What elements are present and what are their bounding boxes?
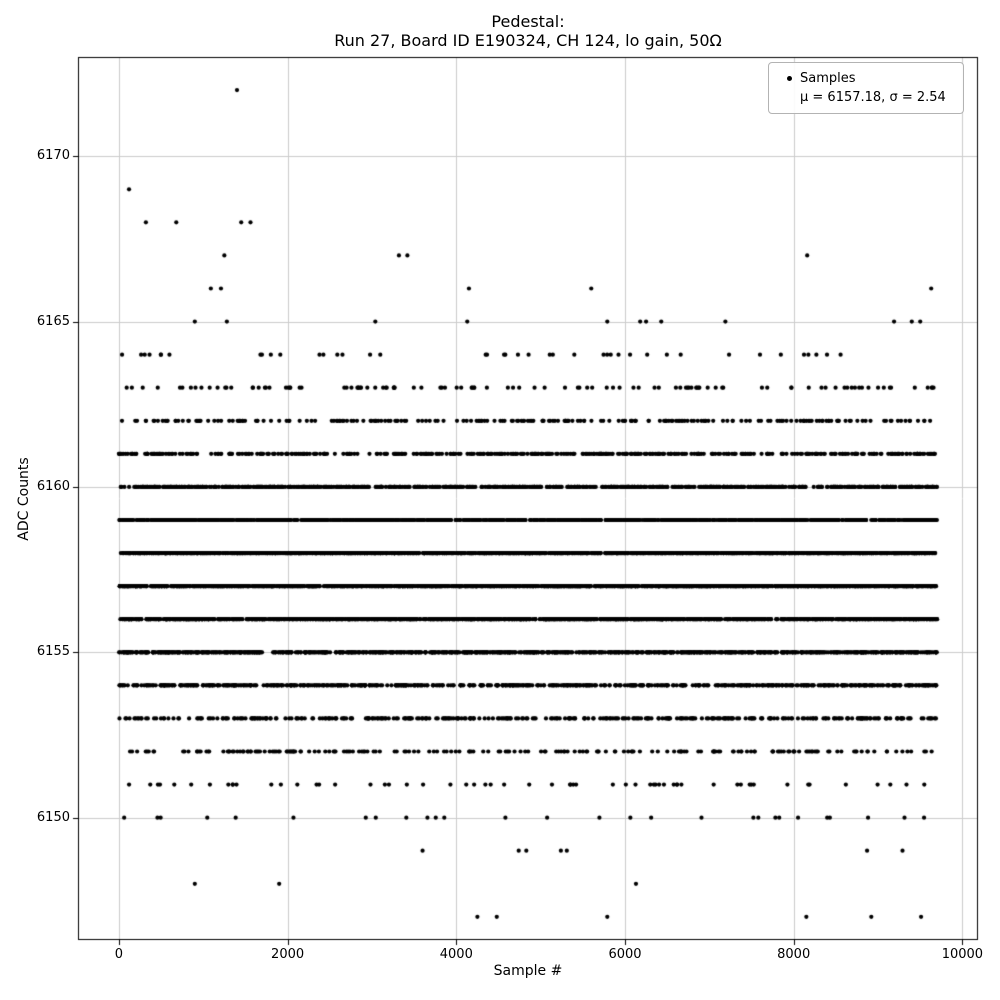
x-tick-label: 8000 (777, 947, 811, 962)
chart-title: Pedestal: Run 27, Board ID E190324, CH 1… (78, 12, 978, 50)
y-axis-label: ADC Counts (16, 457, 32, 541)
x-tick-label: 0 (114, 947, 124, 962)
y-tick-label: 6165 (36, 313, 70, 329)
y-tick-label: 6150 (36, 809, 70, 825)
chart-title-line2: Run 27, Board ID E190324, CH 124, lo gai… (334, 31, 722, 50)
y-tick-label: 6160 (36, 478, 70, 494)
x-tick-label: 4000 (439, 947, 473, 962)
x-tick-label: 6000 (608, 947, 642, 962)
legend-row-samples: Samples (779, 69, 953, 88)
legend-row-stats: μ = 6157.18, σ = 2.54 (779, 88, 953, 107)
x-axis-label: Sample # (493, 963, 563, 979)
y-tick-label: 6170 (36, 148, 70, 164)
y-tick-label: 6155 (36, 644, 70, 660)
x-tick-label: 2000 (271, 947, 305, 962)
legend-stats: μ = 6157.18, σ = 2.54 (800, 90, 946, 105)
x-tick-label: 10000 (941, 947, 984, 962)
samples-marker-icon (787, 76, 792, 81)
legend: Samples μ = 6157.18, σ = 2.54 (768, 62, 964, 114)
legend-label-samples: Samples (800, 71, 856, 86)
chart-title-line1: Pedestal: (491, 12, 565, 31)
